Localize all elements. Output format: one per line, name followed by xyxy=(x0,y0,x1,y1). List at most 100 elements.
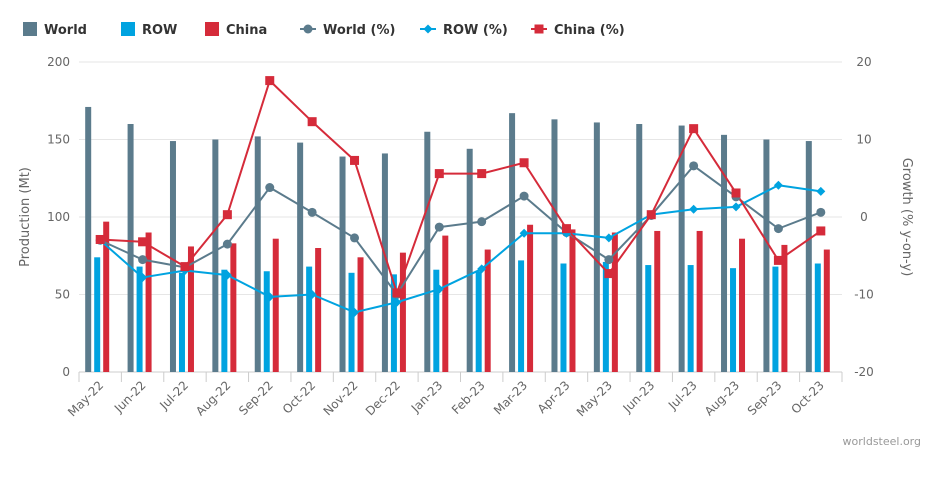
bar-world[interactable] xyxy=(127,124,134,372)
line-china[interactable] xyxy=(100,79,822,294)
bar-row[interactable] xyxy=(390,274,397,372)
bar-world[interactable] xyxy=(805,141,812,372)
marker-china[interactable] xyxy=(350,155,360,165)
bar-row[interactable] xyxy=(94,257,101,372)
bar-row[interactable] xyxy=(645,265,652,372)
bar-row[interactable] xyxy=(178,272,185,372)
bar-row[interactable] xyxy=(306,266,313,372)
legend-item-world[interactable]: World xyxy=(23,22,87,38)
marker-row[interactable] xyxy=(265,292,275,302)
bar-china[interactable] xyxy=(399,252,406,372)
marker-china[interactable] xyxy=(561,224,571,234)
bar-row[interactable] xyxy=(602,261,609,372)
bar-row[interactable] xyxy=(772,266,779,372)
marker-world[interactable] xyxy=(265,183,275,193)
marker-china[interactable] xyxy=(180,262,190,272)
marker-china[interactable] xyxy=(773,255,783,265)
bar-china[interactable] xyxy=(315,248,322,372)
bar-china[interactable] xyxy=(823,249,830,372)
bar-row[interactable] xyxy=(687,265,694,372)
credit-label[interactable]: worldsteel.org xyxy=(843,435,921,448)
line-row[interactable] xyxy=(99,184,821,314)
bar-row[interactable] xyxy=(136,266,143,372)
bar-china[interactable] xyxy=(611,232,618,373)
marker-china[interactable] xyxy=(646,210,656,220)
marker-world[interactable] xyxy=(773,224,783,234)
marker-row[interactable] xyxy=(816,186,826,196)
bar-china[interactable] xyxy=(103,221,110,372)
bar-china[interactable] xyxy=(442,235,449,372)
marker-china[interactable] xyxy=(265,76,275,86)
marker-row[interactable] xyxy=(138,272,148,282)
marker-row[interactable] xyxy=(350,307,360,317)
marker-row[interactable] xyxy=(392,297,402,307)
bar-world[interactable] xyxy=(85,106,92,372)
bar-world[interactable] xyxy=(763,139,770,373)
bar-world[interactable] xyxy=(339,156,346,372)
marker-china[interactable] xyxy=(519,158,529,168)
marker-world[interactable] xyxy=(307,207,317,217)
marker-row[interactable] xyxy=(222,270,232,280)
marker-row[interactable] xyxy=(519,228,529,238)
marker-row[interactable] xyxy=(307,290,317,299)
bar-china[interactable] xyxy=(781,244,788,372)
marker-china[interactable] xyxy=(138,237,148,247)
bar-world[interactable] xyxy=(551,119,558,372)
marker-world[interactable] xyxy=(477,217,487,227)
marker-row[interactable] xyxy=(731,202,741,212)
bar-china[interactable] xyxy=(357,257,364,372)
marker-row[interactable] xyxy=(604,233,614,243)
bar-china[interactable] xyxy=(484,249,491,372)
bar-world[interactable] xyxy=(381,153,388,372)
bar-china[interactable] xyxy=(739,238,746,372)
marker-china[interactable] xyxy=(222,210,232,220)
legend-item-world[interactable]: World (%) xyxy=(300,23,395,38)
bar-world[interactable] xyxy=(466,148,473,372)
bar-row[interactable] xyxy=(560,263,567,373)
bar-world[interactable] xyxy=(678,125,685,372)
bar-world[interactable] xyxy=(721,134,728,372)
marker-world[interactable] xyxy=(689,161,699,171)
marker-row[interactable] xyxy=(773,180,783,190)
marker-world[interactable] xyxy=(816,207,826,217)
marker-row[interactable] xyxy=(689,204,699,214)
marker-china[interactable] xyxy=(816,226,826,236)
bar-row[interactable] xyxy=(518,260,525,372)
marker-world[interactable] xyxy=(519,191,529,201)
bar-world[interactable] xyxy=(254,136,261,372)
marker-china[interactable] xyxy=(392,288,402,298)
legend-item-row[interactable]: ROW xyxy=(121,22,177,38)
marker-china[interactable] xyxy=(95,234,105,244)
line-world[interactable] xyxy=(99,164,822,296)
bar-row[interactable] xyxy=(263,271,270,372)
marker-row[interactable] xyxy=(434,284,444,294)
marker-world[interactable] xyxy=(138,255,148,265)
bar-row[interactable] xyxy=(433,269,440,372)
bar-row[interactable] xyxy=(348,272,355,372)
bar-row[interactable] xyxy=(221,269,228,372)
marker-china[interactable] xyxy=(689,124,699,134)
marker-world[interactable] xyxy=(222,239,232,249)
marker-world[interactable] xyxy=(434,222,444,232)
bar-row[interactable] xyxy=(814,263,821,373)
bar-china[interactable] xyxy=(230,243,237,372)
marker-world[interactable] xyxy=(350,233,360,243)
marker-row[interactable] xyxy=(477,264,487,274)
bar-china[interactable] xyxy=(272,238,279,372)
bar-world[interactable] xyxy=(169,141,176,372)
bar-row[interactable] xyxy=(475,271,482,372)
marker-china[interactable] xyxy=(731,188,741,198)
bar-china[interactable] xyxy=(569,229,576,372)
bar-world[interactable] xyxy=(424,131,431,372)
bar-china[interactable] xyxy=(187,246,194,372)
marker-china[interactable] xyxy=(307,117,317,127)
bar-china[interactable] xyxy=(527,224,534,372)
marker-china[interactable] xyxy=(604,269,614,279)
bar-world[interactable] xyxy=(297,142,304,372)
legend-item-china[interactable]: China (%) xyxy=(531,23,625,38)
bar-world[interactable] xyxy=(636,124,643,372)
marker-world[interactable] xyxy=(604,255,614,265)
bar-world[interactable] xyxy=(593,122,600,372)
legend-item-china[interactable]: China xyxy=(205,22,267,38)
bar-china[interactable] xyxy=(654,230,661,372)
